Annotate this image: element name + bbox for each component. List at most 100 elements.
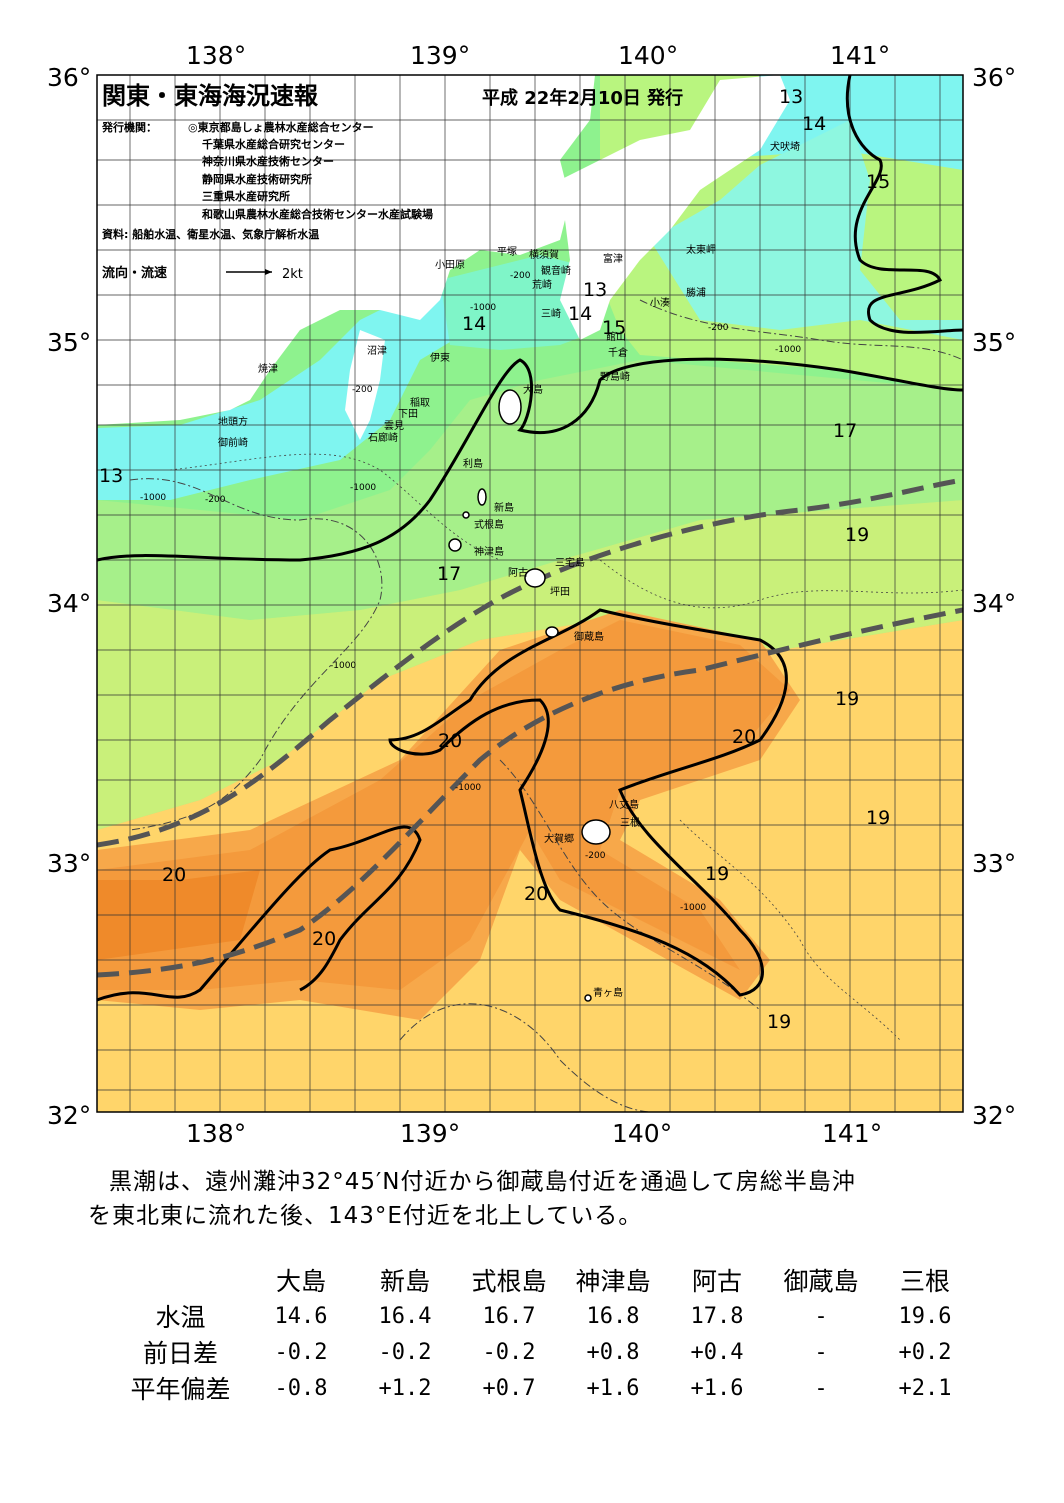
lat-tick-labels-left: 36° 35° 34° 33° 32°: [47, 63, 91, 1130]
table-cell: 14.6: [274, 1303, 328, 1329]
isotherm-label: 15: [602, 317, 626, 339]
table-cell: -0.2: [482, 1339, 536, 1365]
table-cell: +0.2: [898, 1339, 952, 1365]
zone-hotter: [97, 620, 790, 990]
summary-line: 黒潮は、遠州灘沖32°45′N付近から御蔵島付近を通過して房総半島沖: [109, 1169, 856, 1195]
isotherm-label: 14: [462, 313, 486, 335]
kuroshio-north-line: [97, 477, 963, 848]
depth-label: -1000: [775, 345, 801, 355]
table-cell: -0.2: [378, 1339, 432, 1365]
place-name: 石廊崎: [368, 431, 398, 444]
table-cell: +2.1: [898, 1375, 952, 1401]
isotherm-label: 20: [438, 730, 462, 752]
place-name: 太東岬: [686, 243, 716, 256]
isotherm-15: [845, 75, 963, 334]
place-name: 坪田: [550, 585, 570, 598]
table-cell: -: [814, 1375, 828, 1401]
publisher-item: 神奈川県水産技術センター: [202, 154, 334, 168]
place-name: 式根島: [474, 518, 504, 531]
lon-tick-labels-top: 138° 139° 140° 141°: [186, 41, 890, 70]
table-cell: +1.2: [378, 1375, 432, 1401]
island-place-names: 大島 利島 新島 式根島 神津島 三宅島 阿古 坪田 御蔵島 八丈島 三根 大賀…: [463, 383, 640, 999]
depth-label: -200: [708, 323, 729, 333]
island-miyakejima: [524, 568, 546, 588]
land-place-names: 犬吠埼 富津 太東岬 勝浦 小湊 横須賀 平塚 観音崎 小田原 荒崎 三崎 館山…: [218, 140, 800, 449]
place-name: 青ヶ島: [593, 986, 623, 999]
issue-date: 平成 22年2月10日 発行: [482, 87, 683, 109]
isotherm-label: 17: [833, 420, 857, 442]
depth-label: -200: [205, 495, 226, 505]
lat-tick-label: 33°: [972, 849, 1016, 878]
isotherm-label: 14: [802, 113, 826, 135]
place-name: 平塚: [497, 246, 517, 258]
place-name: 三崎: [541, 307, 561, 320]
zone-cold-sagami: [440, 255, 600, 350]
table-header-row: 大島 新島 式根島 神津島 阿古 御蔵島 三根: [112, 1262, 977, 1298]
place-name: 館山: [606, 330, 626, 343]
lat-tick-label: 36°: [972, 63, 1016, 92]
isotherm-20-center: [388, 608, 788, 997]
table-row: 前日差 -0.2 -0.2 -0.2 +0.8 +0.4 - +0.2: [112, 1334, 977, 1370]
isotherm-label: 14: [568, 303, 592, 325]
publisher-label: 発行機関：: [101, 120, 157, 134]
table-cell: -0.8: [274, 1375, 328, 1401]
lat-tick-label: 34°: [972, 589, 1016, 618]
table-cell: 17.8: [690, 1303, 744, 1329]
lon-tick-label: 140°: [618, 41, 678, 70]
place-name: 三宅島: [555, 556, 585, 569]
map-title: 関東・東海海況速報: [102, 82, 319, 110]
lon-tick-label: 139°: [410, 41, 470, 70]
isotherm-label: 13: [779, 86, 803, 108]
place-name: 伊東: [430, 351, 450, 364]
depth-label: -200: [352, 385, 373, 395]
table-row: 水温 14.6 16.4 16.7 16.8 17.8 - 19.6: [112, 1298, 977, 1334]
isotherm-label: 19: [767, 1011, 791, 1033]
place-name: 観音崎: [541, 264, 571, 277]
table-column-header: 大島: [275, 1267, 326, 1296]
lon-tick-label: 138°: [186, 1119, 246, 1148]
zone-yellowgreen: [97, 500, 963, 830]
island-niijima: [477, 488, 487, 506]
temperature-field: [97, 75, 963, 1112]
depth-label: -1000: [140, 493, 166, 503]
lat-tick-label: 32°: [972, 1101, 1016, 1130]
table-cell: -: [814, 1303, 828, 1329]
island-hachijojima: [581, 819, 611, 845]
lon-tick-labels-bottom: 138° 139° 140° 141°: [186, 1119, 882, 1148]
lon-tick-label: 140°: [612, 1119, 672, 1148]
lon-tick-label: 138°: [186, 41, 246, 70]
table-column-header: 三根: [899, 1267, 950, 1296]
kuroshio-axis: [97, 477, 963, 978]
place-name: 御蔵島: [574, 630, 604, 643]
legend-scale: 2kt: [282, 267, 303, 282]
island-shikinejima: [462, 511, 470, 519]
place-name: 三根: [620, 816, 640, 829]
place-name: 稲取: [410, 397, 430, 409]
isotherm-label: 20: [732, 726, 756, 748]
depth-label: -200: [510, 271, 531, 281]
table-column-header: 御蔵島: [783, 1267, 859, 1296]
summary-text: 黒潮は、遠州灘沖32°45′N付近から御蔵島付近を通過して房総半島沖 を東北東に…: [88, 1165, 988, 1233]
place-name: 大島: [523, 383, 543, 396]
depth-label: -200: [585, 851, 606, 861]
publisher-item: ◎東京都島しょ農林水産総合センター: [188, 120, 374, 134]
depth-contours: [129, 299, 963, 1112]
isotherm-label: 13: [99, 465, 123, 487]
table-column-header: 阿古: [691, 1267, 742, 1296]
sea-temperature-map: 138° 139° 140° 141° 138° 139° 140° 141° …: [47, 41, 1017, 1148]
place-name: 利島: [463, 457, 483, 470]
place-name: 阿古: [508, 566, 528, 579]
table-column-header: 神津島: [575, 1267, 651, 1296]
lat-tick-label: 35°: [972, 328, 1016, 357]
depth-label: -1000: [455, 783, 481, 793]
place-name: 神津島: [474, 545, 504, 558]
place-name: 沼津: [367, 344, 387, 357]
depth-label: -1000: [470, 303, 496, 313]
place-name: 新島: [494, 501, 514, 514]
isotherm-label: 17: [437, 563, 461, 585]
lat-tick-label: 33°: [47, 849, 91, 878]
lat-tick-label: 36°: [47, 63, 91, 92]
place-name: 野島崎: [600, 370, 630, 383]
isotherm-label: 20: [162, 864, 186, 886]
table-cell: 16.8: [586, 1303, 640, 1329]
